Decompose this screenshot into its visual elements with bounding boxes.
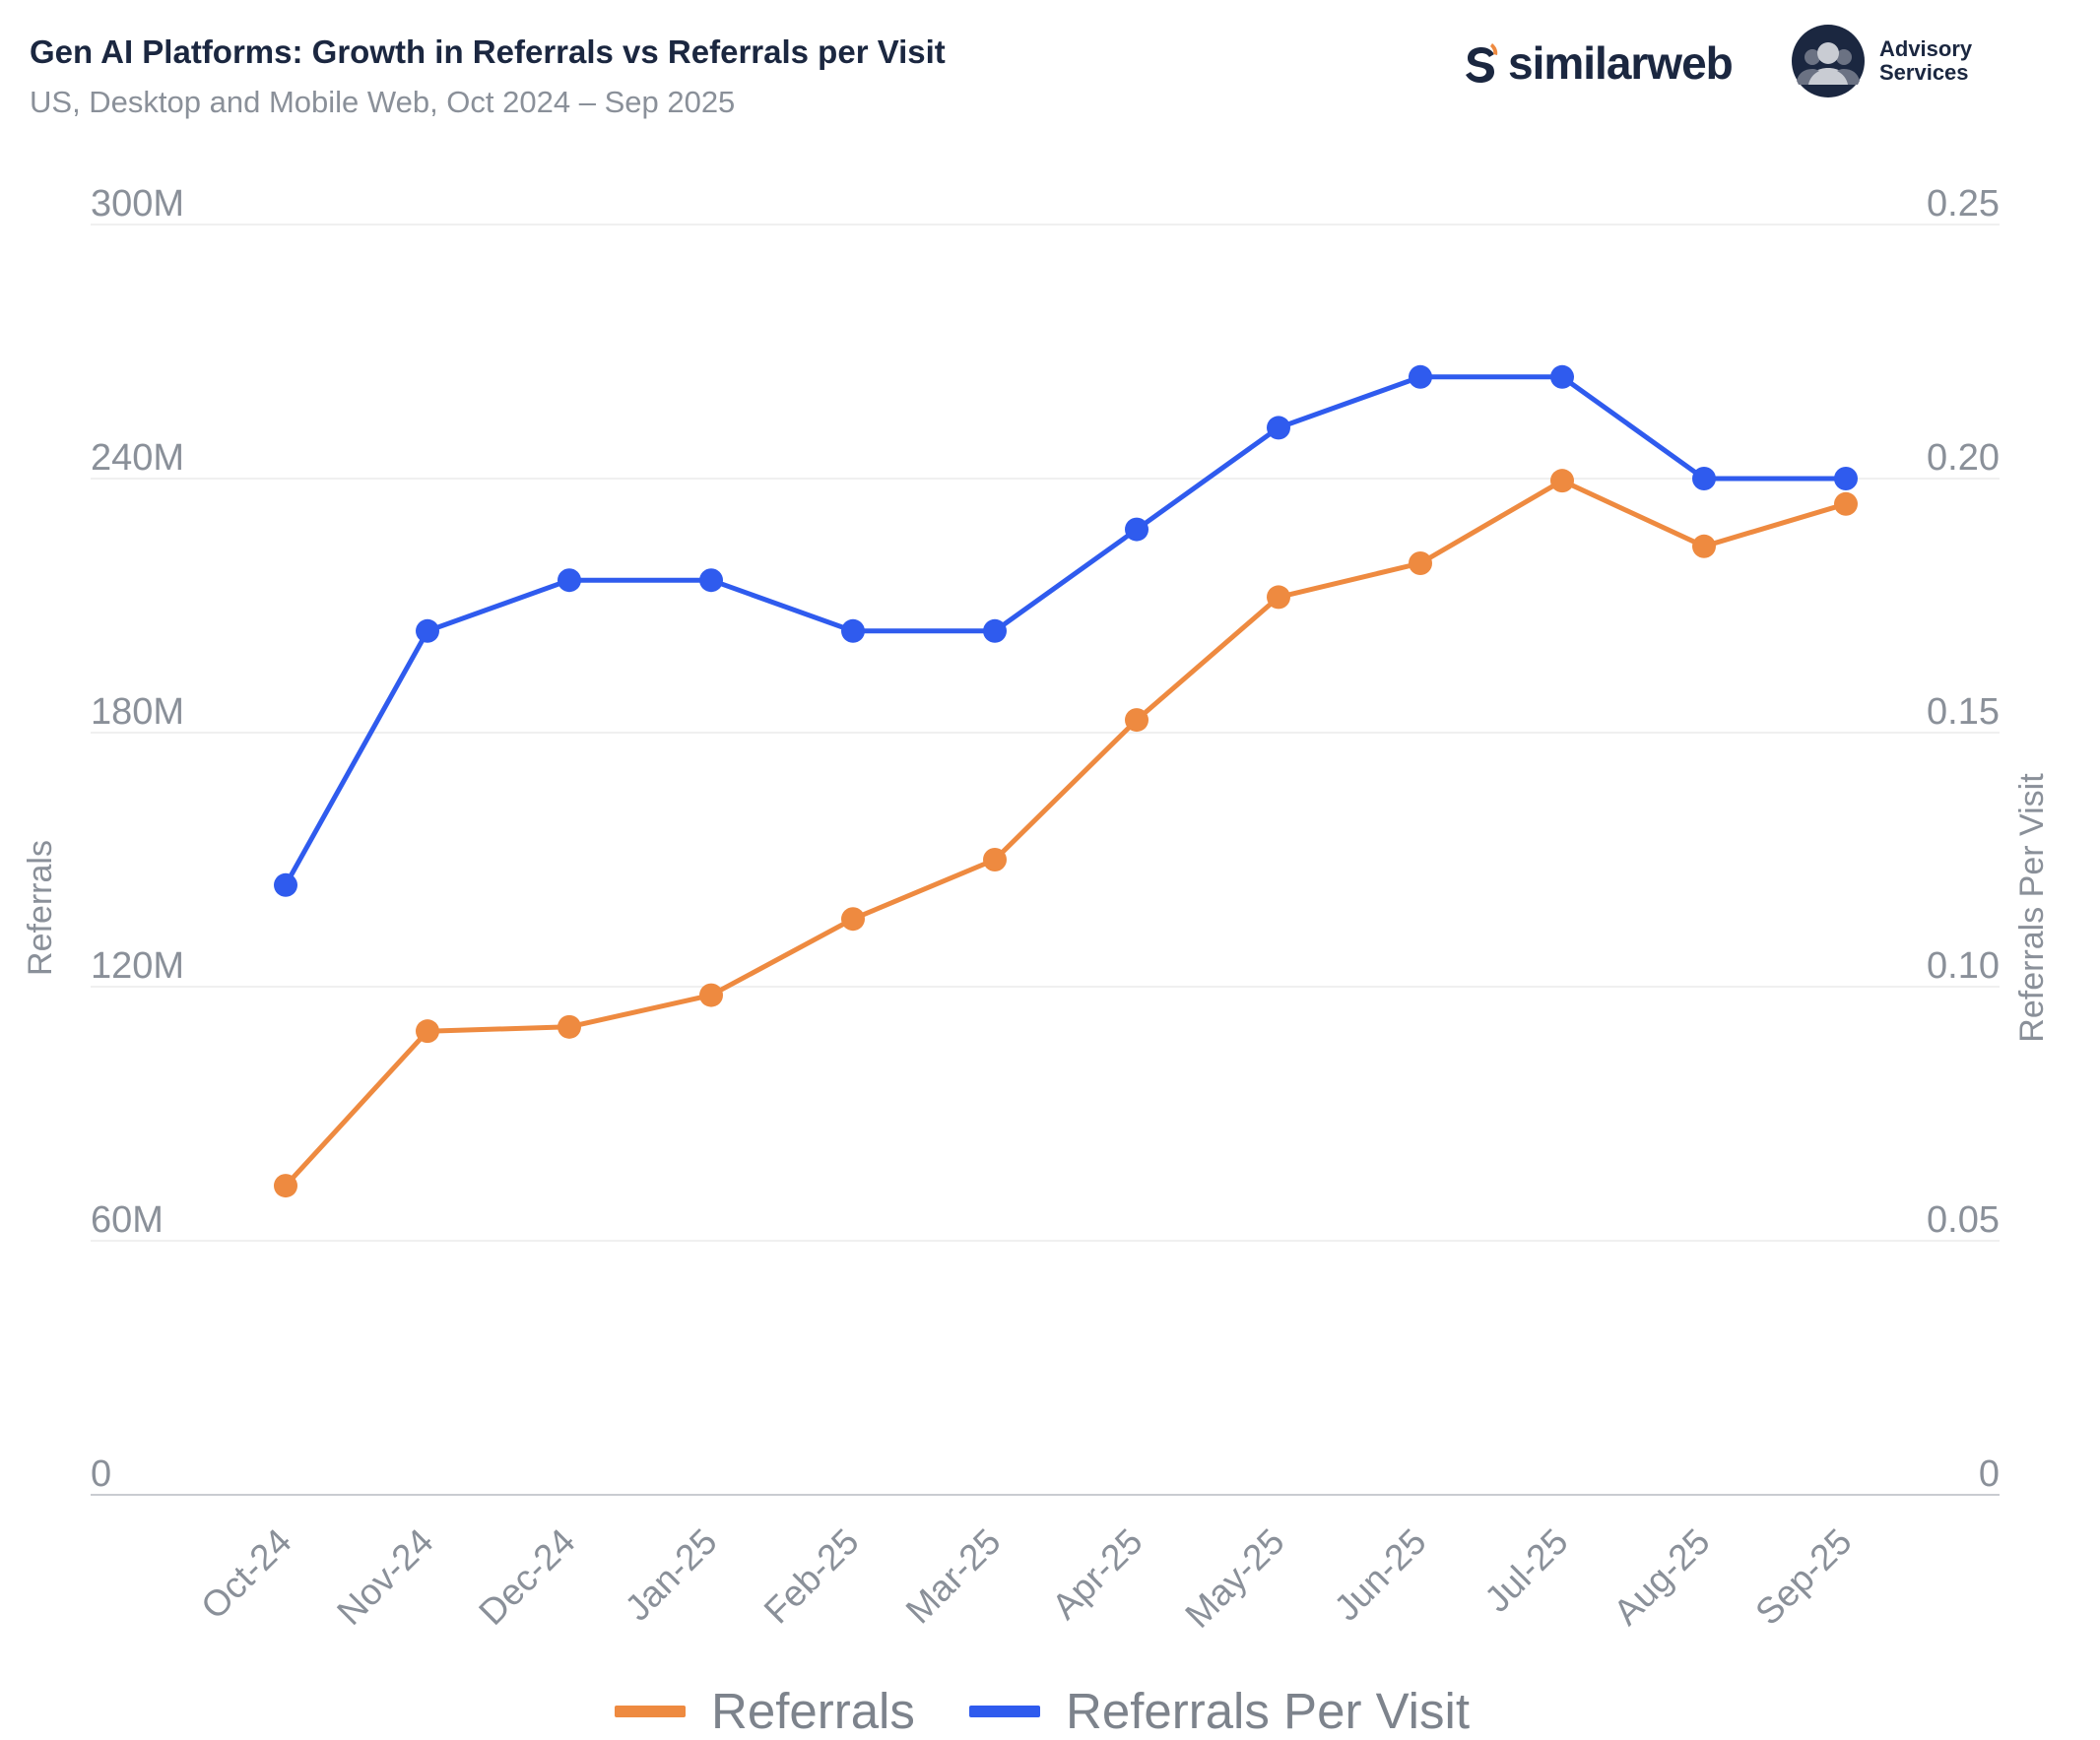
- legend-swatch-referrals: [615, 1705, 686, 1717]
- data-point: [1692, 534, 1716, 558]
- data-point: [1834, 491, 1858, 516]
- x-tick-label: Apr-25: [1044, 1521, 1150, 1628]
- chart-title: Gen AI Platforms: Growth in Referrals vs…: [30, 33, 946, 70]
- x-tick-label: Nov-24: [329, 1521, 440, 1633]
- advisory-people-icon: [1792, 25, 1865, 97]
- series-layer: [274, 364, 1858, 1198]
- x-tick-label: Dec-24: [471, 1521, 582, 1633]
- left-tick-label: 240M: [91, 437, 184, 479]
- chart-subtitle: US, Desktop and Mobile Web, Oct 2024 – S…: [30, 85, 736, 119]
- legend-label-referrals-per-visit: Referrals Per Visit: [1066, 1683, 1471, 1739]
- advisory-line1: Advisory: [1879, 36, 1973, 61]
- grid-lines: [91, 224, 2000, 1242]
- series-line: [283, 374, 1846, 887]
- left-tick-label: 180M: [91, 691, 184, 733]
- similarweb-brand: similarweb: [1463, 32, 1734, 95]
- data-point: [699, 568, 723, 593]
- data-point: [1834, 467, 1858, 490]
- x-axis-ticks: Oct-24 Nov-24 Dec-24 Jan-25 Feb-25 Mar-25 Apr-…: [193, 1521, 1860, 1636]
- brand-name: similarweb: [1508, 37, 1734, 89]
- data-point: [1125, 517, 1148, 542]
- data-point: [1409, 364, 1432, 389]
- right-tick-label: 0.05: [1927, 1199, 2000, 1241]
- data-point: [274, 872, 297, 897]
- left-axis-ticks: 0 60M 120M 180M 240M 300M: [91, 183, 184, 1495]
- x-tick-label: Jun-25: [1327, 1521, 1434, 1629]
- legend-item-referrals: Referrals: [615, 1682, 915, 1740]
- x-tick-label: May-25: [1177, 1521, 1291, 1636]
- left-tick-label: 60M: [91, 1199, 164, 1241]
- data-point: [983, 848, 1007, 871]
- right-tick-label: 0.20: [1927, 437, 2000, 479]
- data-point: [558, 568, 581, 593]
- advisory-services-badge: Advisory Services: [1791, 24, 1972, 98]
- similarweb-s-logo-icon: [1466, 43, 1498, 83]
- data-point: [1409, 551, 1432, 575]
- right-tick-label: 0: [1979, 1453, 2000, 1495]
- data-point: [558, 1014, 581, 1039]
- legend-item-referrals-per-visit: Referrals Per Visit: [969, 1682, 1470, 1740]
- data-point: [1267, 416, 1290, 440]
- series-line: [284, 478, 1847, 1188]
- x-tick-label: Mar-25: [898, 1521, 1009, 1632]
- right-tick-label: 0.15: [1927, 691, 2000, 733]
- right-axis-label: Referrals Per Visit: [2013, 773, 2051, 1043]
- data-point: [1550, 364, 1574, 389]
- advisory-text: Advisory Services: [1879, 37, 1972, 85]
- data-point: [841, 907, 865, 932]
- right-axis-ticks: 0 0.05 0.10 0.15 0.20 0.25: [1927, 183, 2000, 1495]
- x-tick-label: Aug-25: [1606, 1521, 1717, 1633]
- advisory-line2: Services: [1879, 60, 1969, 85]
- data-point: [416, 1019, 439, 1044]
- data-point: [983, 618, 1007, 643]
- right-tick-label: 0.10: [1927, 945, 2000, 987]
- data-point: [1692, 467, 1716, 490]
- left-tick-label: 120M: [91, 945, 184, 987]
- x-tick-label: Feb-25: [756, 1521, 867, 1632]
- left-tick-label: 300M: [91, 183, 184, 225]
- left-axis-label: Referrals: [22, 840, 59, 976]
- right-tick-label: 0.25: [1927, 183, 2000, 225]
- legend-label-referrals: Referrals: [711, 1683, 915, 1739]
- data-point: [416, 618, 439, 643]
- x-tick-label: Jul-25: [1477, 1521, 1575, 1620]
- x-tick-label: Oct-24: [193, 1521, 299, 1628]
- data-point: [841, 618, 865, 643]
- left-tick-label: 0: [91, 1453, 111, 1495]
- x-tick-label: Jan-25: [618, 1521, 725, 1629]
- data-point: [1267, 585, 1290, 610]
- data-point: [1125, 708, 1148, 733]
- data-point: [699, 983, 723, 1007]
- legend-swatch-referrals-per-visit: [969, 1705, 1040, 1717]
- x-tick-label: Sep-25: [1747, 1521, 1859, 1633]
- data-point: [274, 1174, 297, 1198]
- data-point: [1550, 469, 1574, 493]
